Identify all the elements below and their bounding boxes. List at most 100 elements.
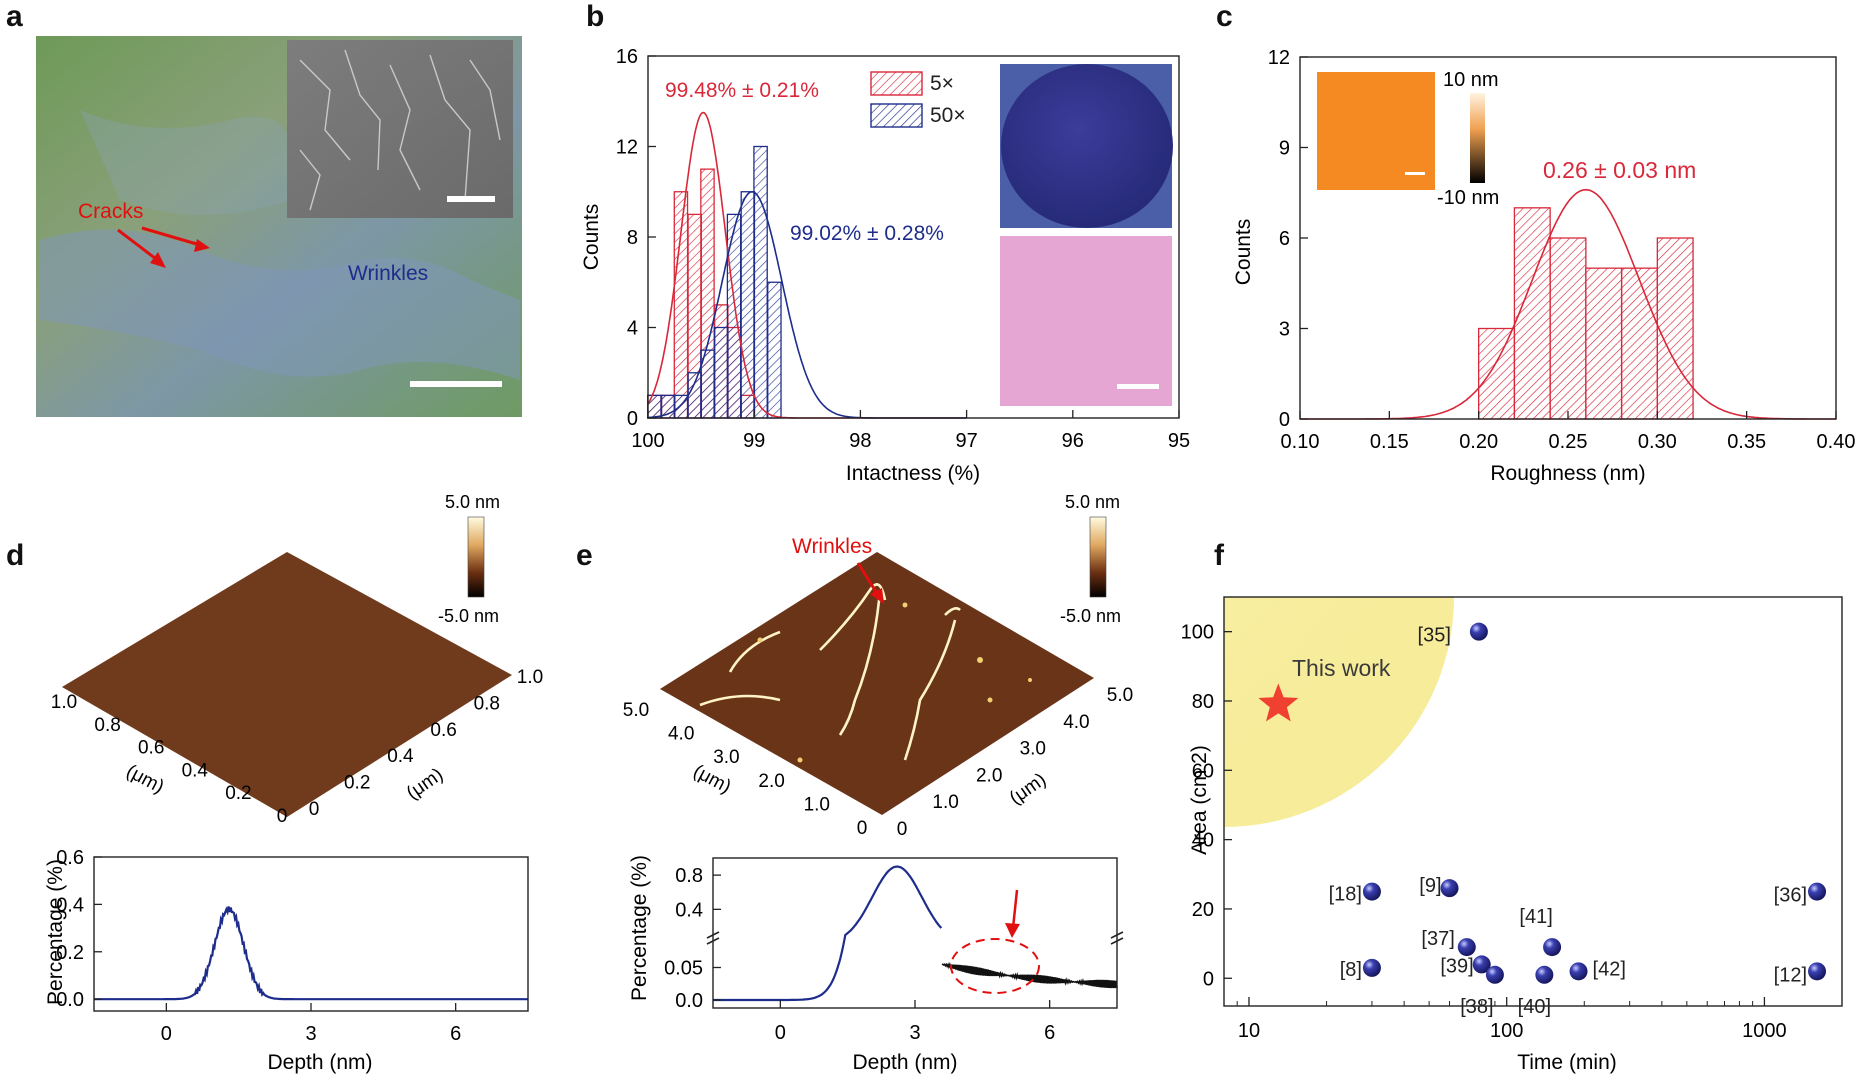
d-ylabel: Percentage (%): [44, 859, 67, 1005]
f-point-label-11: [12]: [1774, 964, 1807, 986]
e-depth-tail: [941, 961, 1118, 989]
e-afm-tick-left-1: 4.0: [668, 724, 694, 745]
f-point-label-2: [9]: [1419, 875, 1441, 897]
d-ytick-label-0: 0.0: [56, 989, 84, 1011]
b-ylabel: Counts: [580, 204, 603, 271]
e-afm-tick-right-2: 2.0: [976, 765, 1002, 786]
b-legend-label-blue: 50×: [930, 104, 966, 127]
b-xlabel: Intactness (%): [846, 462, 980, 485]
e-ytick-label-3: 0.8: [675, 865, 703, 887]
panel-f: 10 100 1000 0 20 40 60 80 100 [35] [18] [9] [36] [41…: [1181, 596, 1843, 1074]
b-annotation-blue: 99.02% ± 0.28%: [790, 222, 944, 245]
d-plot-frame: [93, 856, 529, 1012]
b-xtick-label-4: 96: [1062, 430, 1084, 452]
c-xtick-label-1: 0.15: [1370, 431, 1409, 453]
c-ytick-label-0: 0: [1279, 409, 1290, 431]
b-xtick-label-2: 98: [849, 430, 871, 452]
e-afm-tick-labels: 5.0 4.0 3.0 2.0 1.0 0 0 1.0 2.0 3.0 4.0 5.0: [623, 685, 1133, 840]
panel-label-e: e: [576, 539, 593, 572]
f-ytick-label-5: 100: [1181, 622, 1214, 644]
f-xtick-label-0: 10: [1238, 1020, 1260, 1042]
b-xtick-label-0: 100: [631, 430, 664, 452]
c-ytick-label-2: 6: [1279, 228, 1290, 250]
b-ytick-label-2: 8: [627, 227, 638, 249]
d-afm-tick-labels: 1.0 0.8 0.6 0.4 0.2 0 0 0.2 0.4 0.6 0.8 1.0: [51, 667, 543, 827]
pink-substrate-photo: [1000, 236, 1172, 406]
wrinkles-label: Wrinkles: [348, 262, 428, 285]
e-wrinkles-label: Wrinkles: [792, 535, 872, 558]
f-point-label-10: [42]: [1593, 958, 1626, 980]
d-afm-tick-left-3: 0.4: [182, 760, 209, 781]
panel-e: 5.04.03.02.01.00 01.02.03.04.05.0 (μm) (μ…: [623, 492, 1133, 1074]
d-colorbar: [467, 516, 485, 598]
d-xtick-label-2: 6: [450, 1023, 461, 1045]
c-xtick-label-5: 0.35: [1727, 431, 1766, 453]
c-bar-4: [1620, 267, 1658, 420]
e-depth-curve: [713, 865, 943, 1002]
d-xlabel: Depth (nm): [267, 1051, 372, 1074]
b-legend-swatch-red: [870, 71, 923, 96]
d-ytick-label-3: 0.6: [56, 847, 84, 869]
b-xtick-label-3: 97: [955, 430, 977, 452]
d-afm-unit-right: (μm): [403, 764, 447, 804]
e-colorbar: [1089, 516, 1107, 598]
b-bar-blue-8: [753, 145, 768, 419]
c-bar-3: [1585, 267, 1623, 420]
panel-label-c: c: [1216, 0, 1233, 33]
c-colorbar-top: 10 nm: [1443, 69, 1499, 91]
f-this-work-star: [1258, 683, 1299, 722]
c-xtick-label-0: 0.10: [1281, 431, 1320, 453]
e-colorbar-bottom: -5.0 nm: [1060, 606, 1121, 626]
f-point-label-7: [39]: [1440, 955, 1473, 977]
c-afm-inset-scale-bar: [1405, 172, 1425, 175]
e-xtick-label-0: 0: [775, 1022, 786, 1044]
d-afm-tick-left-0: 1.0: [51, 692, 77, 713]
e-xlabel: Depth (nm): [852, 1051, 957, 1074]
d-afm-tick-right-3: 0.6: [430, 720, 456, 741]
d-afm-tick-right-2: 0.4: [387, 746, 414, 767]
f-point-label-4: [41]: [1519, 906, 1552, 928]
micrograph-blue-region-2: [80, 110, 294, 215]
d-ytick-label-2: 0.4: [56, 894, 84, 916]
d-afm-tick-left-2: 0.6: [138, 738, 164, 759]
c-xtick-label-6: 0.40: [1817, 431, 1856, 453]
f-point-10: [1569, 962, 1588, 981]
c-xtick-label-2: 0.20: [1459, 431, 1498, 453]
d-afm-tick-left-1: 0.8: [94, 715, 120, 736]
b-bar-red-2: [673, 191, 689, 419]
e-afm-tick-right-5: 5.0: [1107, 685, 1133, 706]
c-annotation: 0.26 ± 0.03 nm: [1543, 157, 1696, 183]
pink-photo-scale-bar: [1117, 384, 1159, 389]
e-afm-tick-right-1: 1.0: [932, 792, 958, 813]
e-afm-tick-left-2: 3.0: [713, 747, 739, 768]
e-afm-tick-left-0: 5.0: [623, 700, 649, 721]
c-axis-ticks: 0.10 0.15 0.20 0.25 0.30 0.35 0.40 0 3 6 9 12: [1268, 47, 1856, 453]
cracks-label: Cracks: [78, 200, 143, 223]
d-afm-tick-left-5: 0: [277, 806, 288, 827]
e-ytick-label-0: 0.0: [675, 990, 703, 1012]
sem-inset: [287, 40, 513, 218]
e-afm-unit-right: (μm): [1006, 769, 1050, 809]
c-xtick-label-3: 0.25: [1549, 431, 1588, 453]
f-plot-frame: [1223, 596, 1843, 1007]
cracks-arrowhead-2: [194, 239, 210, 252]
f-point-3: [1808, 882, 1827, 901]
f-point-11: [1808, 962, 1827, 981]
cracks-arrowhead-1: [150, 252, 166, 268]
d-afm-tick-left-4: 0.2: [225, 783, 251, 804]
f-point-1: [1362, 882, 1381, 901]
f-point-label-3: [36]: [1774, 885, 1807, 907]
f-point-2: [1440, 879, 1459, 898]
panel-b: 100 99 98 97 96 95 0 4 8 12 16 Intactness (%) Coun…: [580, 46, 1190, 485]
f-xtick-label-2: 1000: [1742, 1020, 1787, 1042]
b-bar-blue-7: [740, 191, 756, 419]
b-bar-blue-6: [726, 213, 742, 419]
c-ytick-label-4: 12: [1268, 47, 1290, 69]
f-ytick-label-2: 40: [1192, 830, 1214, 852]
b-xtick-label-1: 99: [743, 430, 765, 452]
f-point-8: [1485, 965, 1504, 984]
panel-label-a: a: [6, 0, 23, 33]
f-point-6: [1362, 958, 1381, 977]
e-afm-tick-left-3: 2.0: [758, 771, 784, 792]
e-afm-tick-left-5: 0: [857, 818, 868, 839]
